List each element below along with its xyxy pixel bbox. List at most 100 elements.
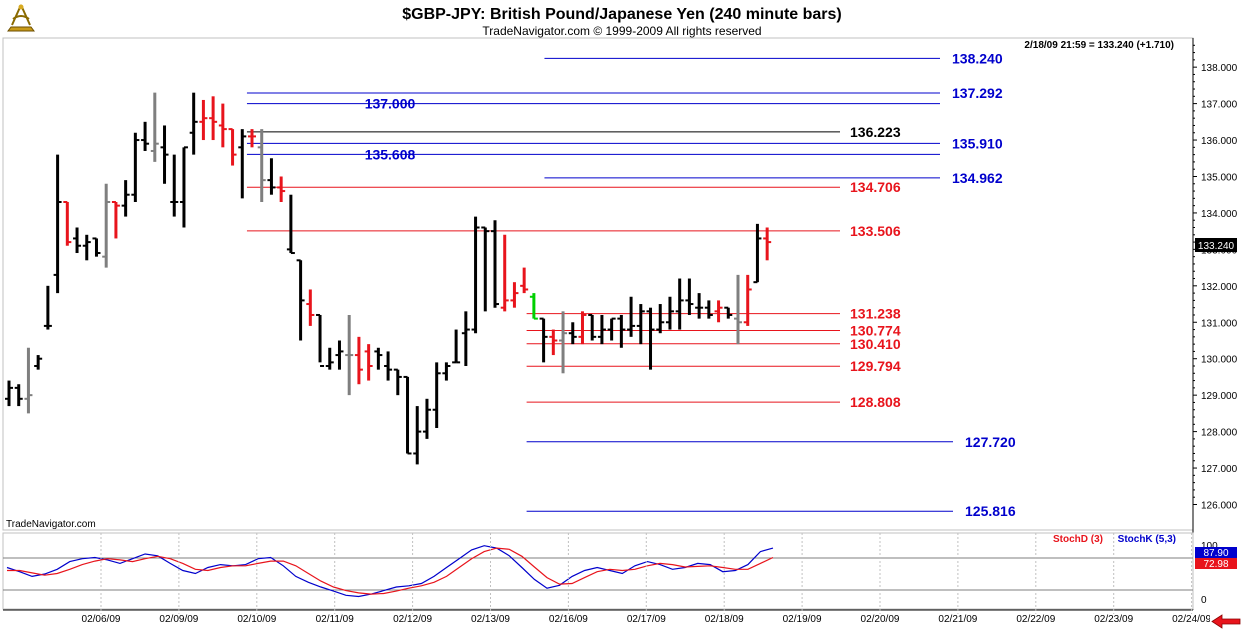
ohlc-bar [491, 220, 499, 308]
level-label: 127.720 [965, 434, 1016, 450]
ohlc-bar [471, 216, 480, 334]
ohlc-bar [529, 293, 538, 320]
stochk-last-value: 87.90 [1203, 548, 1228, 559]
ohlc-bar [442, 362, 451, 381]
ohlc-bar [734, 274, 742, 345]
ohlc-bar [636, 304, 645, 345]
ohlc-bar [617, 314, 626, 348]
ohlc-bar [753, 223, 762, 284]
ohlc-bar [257, 129, 266, 202]
ohlc-bar [286, 194, 295, 255]
level-label: 133.506 [850, 223, 901, 239]
ohlc-bar [714, 300, 723, 323]
ohlc-bar [82, 234, 91, 261]
price-bars [5, 92, 772, 465]
ohlc-bar [43, 285, 52, 330]
y-tick-label: 127.000 [1201, 464, 1238, 475]
ohlc-bar [73, 227, 82, 254]
ohlc-bar [131, 132, 140, 202]
level-label: 134.706 [850, 179, 901, 195]
ohlc-bar [374, 347, 383, 370]
level-label: 125.816 [965, 503, 1016, 519]
x-tick-label: 02/17/09 [627, 614, 666, 625]
level-label: 138.240 [952, 50, 1003, 66]
y-tick-label: 136.000 [1201, 136, 1238, 147]
y-tick-label: 135.000 [1201, 172, 1238, 183]
ohlc-bar [102, 183, 111, 268]
ohlc-bar [199, 99, 208, 141]
ohlc-bar [111, 201, 120, 239]
ohlc-bar [510, 282, 519, 308]
stochd-line [7, 547, 774, 595]
y-tick-label: 132.000 [1201, 282, 1238, 293]
ohlc-bar [607, 317, 616, 341]
y-tick-label: 128.000 [1201, 428, 1238, 439]
x-tick-label: 02/12/09 [393, 614, 432, 625]
ohlc-bar [403, 375, 412, 455]
y-tick-label: 137.000 [1201, 100, 1238, 111]
x-tick-label: 02/09/09 [159, 614, 198, 625]
ohlc-bar [675, 278, 684, 330]
ohlc-bar [704, 300, 713, 319]
ohlc-bar [354, 336, 363, 385]
y-tick-label: 129.000 [1201, 391, 1238, 402]
ohlc-bar [325, 347, 334, 370]
ohlc-bar [189, 92, 198, 155]
x-tick-label: 02/19/09 [783, 614, 822, 625]
y-tick-label: 130.000 [1201, 355, 1238, 366]
ohlc-bar [520, 267, 529, 294]
ohlc-bar [296, 259, 305, 341]
ohlc-bar [121, 180, 130, 217]
ohlc-bar [413, 406, 422, 465]
ohlc-bar [695, 293, 704, 319]
y-tick-label: 134.000 [1201, 209, 1238, 220]
ohlc-bar [685, 278, 694, 315]
level-label: 137.000 [365, 96, 416, 112]
stochd-last-box [1195, 558, 1237, 569]
ohlc-bar [141, 121, 150, 151]
stoch-lines [6, 545, 774, 598]
ohlc-bar [539, 317, 548, 363]
ohlc-bar [218, 103, 227, 148]
level-label: 137.292 [952, 85, 1003, 101]
ohlc-bar [345, 314, 354, 396]
x-tick-label: 02/10/09 [237, 614, 276, 625]
price-axis: 126.000 127.000 128.000 129.000 130.000 131.0… [1193, 44, 1238, 511]
ohlc-bar [14, 384, 23, 407]
stochk-last-box [1195, 547, 1237, 558]
ohlc-bar [170, 154, 179, 217]
ohlc-bar [364, 344, 373, 381]
ohlc-bar [306, 289, 315, 326]
level-label: 129.794 [850, 358, 901, 374]
ohlc-bar [568, 322, 577, 345]
ohlc-bar [743, 274, 752, 326]
copyright-subtitle: TradeNavigator.com © 1999-2009 All right… [482, 24, 761, 38]
x-tick-label: 02/18/09 [705, 614, 744, 625]
x-tick-label: 02/22/09 [1016, 614, 1055, 625]
sextant-logo-icon [7, 4, 35, 32]
x-tick-label: 02/21/09 [938, 614, 977, 625]
ohlc-bar [549, 329, 558, 356]
ohlc-bar [588, 313, 597, 341]
x-tick-label: 02/11/09 [316, 614, 355, 625]
level-label: 130.410 [850, 336, 901, 352]
ohlc-bar [248, 129, 256, 148]
stoch-panel-frame [2, 532, 1194, 610]
ohlc-bar [461, 311, 470, 366]
ohlc-bar [452, 329, 461, 364]
y-tick-label: 138.000 [1201, 63, 1238, 74]
ohlc-bar [160, 125, 169, 184]
stoch-tick-100: 100 [1201, 541, 1218, 552]
stochd-legend: StochD (3) [1053, 534, 1103, 545]
ohlc-bar [646, 307, 655, 370]
ohlc-bar [559, 311, 568, 374]
ohlc-bar [150, 92, 159, 162]
stochk-line [6, 545, 774, 598]
ohlc-bar [597, 314, 606, 345]
ohlc-bar [34, 355, 43, 370]
y-tick-label: 126.000 [1201, 500, 1238, 511]
ohlc-bar [335, 340, 344, 370]
watermark: TradeNavigator.com [6, 519, 96, 530]
scroll-right-arrow-icon[interactable] [1210, 614, 1242, 629]
stoch-tick-0: 0 [1201, 595, 1207, 606]
